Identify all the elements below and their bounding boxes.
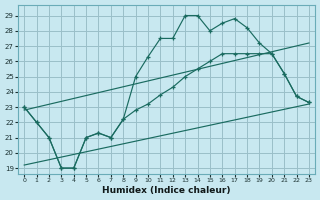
X-axis label: Humidex (Indice chaleur): Humidex (Indice chaleur) — [102, 186, 231, 195]
